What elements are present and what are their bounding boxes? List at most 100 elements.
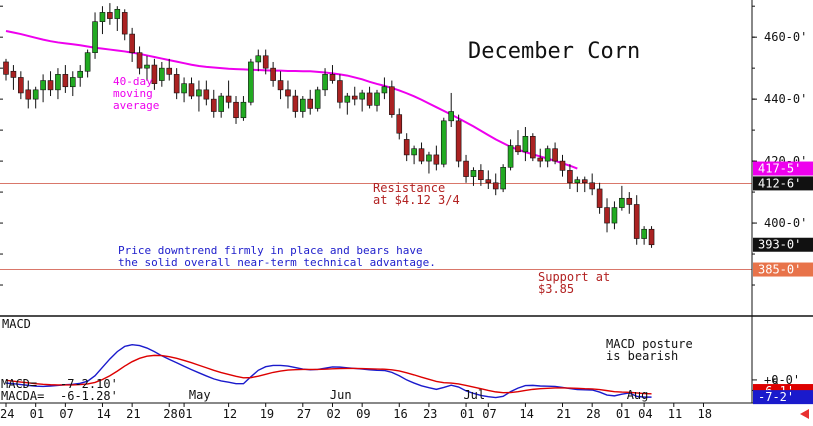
candle [114, 6, 121, 31]
candle [69, 71, 76, 97]
candle [396, 108, 403, 140]
candle [389, 80, 395, 118]
x-month-label: Jun [330, 388, 352, 402]
price-tag-bg [753, 176, 813, 191]
ma-label-line-1: moving [113, 87, 153, 100]
macd-minor-tick-label: 5 [772, 377, 779, 390]
candle-body [433, 154, 440, 165]
candle-body [581, 179, 588, 184]
candle-body [329, 74, 336, 81]
macd-readout-label-0: MACD= [1, 377, 37, 391]
candle [99, 6, 106, 35]
ma-label-line-2: average [113, 99, 159, 112]
x-month-label: Jul [463, 388, 485, 402]
candle [166, 58, 173, 81]
candle-body [515, 145, 521, 153]
support-label-line-0: Support at [538, 270, 610, 284]
candle [329, 65, 336, 84]
candle [151, 58, 158, 90]
candle-body [633, 204, 640, 239]
candle-body [322, 74, 328, 91]
price-tag-label: 385-0' [758, 263, 801, 277]
candle [10, 65, 17, 90]
candle [277, 71, 284, 100]
resistance-label-line-1: at $4.12 3/4 [373, 193, 460, 207]
candle-body [107, 12, 113, 19]
candle-body [277, 80, 284, 91]
price-tag-bg [753, 161, 813, 176]
x-day-label: 01 [178, 407, 192, 421]
candle-body [55, 74, 61, 91]
candle [84, 49, 91, 78]
candle [426, 151, 432, 174]
x-day-label: 24 [0, 407, 14, 421]
candle [47, 71, 54, 97]
candle [485, 170, 492, 189]
x-day-label: 18 [697, 407, 711, 421]
macd-panel: MACD MACD= -7-2.10' MACDA= -6-1.28' MACD post… [1, 317, 693, 403]
candle [337, 74, 343, 109]
candle [574, 176, 581, 193]
candle [604, 198, 610, 233]
candle-body [596, 188, 603, 208]
candle [619, 185, 625, 211]
candle [411, 145, 417, 165]
candle [188, 77, 195, 100]
candle [121, 9, 128, 41]
candle [403, 133, 410, 162]
support-label-line-1: $3.85 [538, 282, 574, 296]
candle-body [92, 21, 98, 53]
candle-body [248, 61, 254, 103]
candle-body [366, 92, 373, 106]
x-day-label: 02 [326, 407, 340, 421]
candle [596, 182, 603, 214]
x-day-label: 14 [519, 407, 533, 421]
x-day-label: 21 [126, 407, 140, 421]
left-arrow-icon[interactable] [800, 409, 809, 419]
candle-body [188, 83, 195, 97]
candle-body [144, 64, 150, 69]
candle-body [40, 80, 46, 91]
x-day-label: 11 [668, 407, 682, 421]
candle-body [440, 120, 447, 165]
price-tag-label: 393-0' [758, 238, 801, 252]
candle [129, 27, 135, 62]
candle [240, 96, 247, 121]
x-day-label: 01 [616, 407, 630, 421]
resistance-label-line-0: Resistance [373, 181, 445, 195]
candle-body [544, 148, 551, 162]
candle [196, 80, 202, 112]
candle [463, 154, 469, 183]
candle [492, 173, 499, 196]
candle-body [3, 61, 9, 75]
candle [515, 130, 521, 155]
candle [567, 164, 573, 189]
candle [537, 148, 544, 168]
candle-body [478, 170, 484, 180]
candle-body [485, 179, 492, 184]
candle-body [396, 114, 403, 134]
candle-body [166, 67, 173, 75]
candle [552, 142, 558, 165]
x-day-label: 21 [557, 407, 571, 421]
candle-body [626, 197, 633, 205]
candle-body [619, 197, 625, 208]
candle [641, 226, 647, 245]
candle [322, 68, 328, 97]
chart-title: December Corn [468, 39, 640, 64]
candle-body [455, 120, 462, 162]
candle [611, 201, 618, 230]
candle-body [84, 52, 91, 72]
candle [270, 61, 276, 87]
x-month-label: May [189, 388, 211, 402]
y-tick-label: 460-0' [764, 30, 807, 44]
candle-body [77, 70, 83, 78]
price-tag-bg [753, 390, 813, 405]
candle-body [374, 92, 380, 106]
candle-body [537, 157, 544, 162]
y-tick-label: 440-0' [764, 92, 807, 106]
candle-body [285, 89, 291, 97]
candle-body [292, 95, 299, 112]
